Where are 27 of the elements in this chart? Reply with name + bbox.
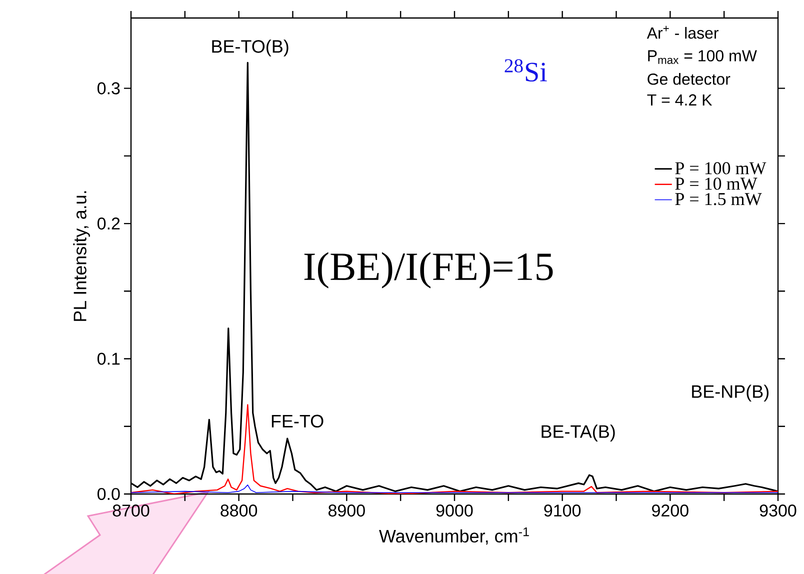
annotation: FE-TO: [272, 414, 324, 428]
annotation: Ge detector: [648, 73, 730, 85]
annotation: BE-TA(B): [542, 424, 615, 442]
x-tick-label: 9300: [760, 504, 796, 517]
y-tick-label: 0.2: [97, 218, 120, 230]
y-tick-label: 0.1: [97, 352, 120, 365]
x-tick-label: 9000: [436, 504, 473, 517]
legend-label: P = 10 mW: [675, 178, 758, 190]
y-tick-label: 0.0: [97, 488, 120, 500]
x-tick-label: 9100: [544, 504, 581, 517]
x-tick-label: 9200: [652, 504, 688, 517]
line-series: [131, 404, 778, 494]
annotation: I(BE)/I(FE)=15: [304, 252, 553, 288]
annotation: P$_{max}$ = 100 mW: [648, 50, 757, 64]
annotation: T = 4.2 K: [647, 94, 712, 106]
x-tick-label: 8700: [112, 504, 150, 517]
annotation: BE-TO(B): [212, 40, 288, 56]
annotation: Ar$^{+}$ - laser: [646, 26, 719, 39]
legend-label: P = 100 mW: [675, 162, 766, 174]
x-tick-label: 8800: [220, 504, 258, 517]
annotation: $^{28}$Si: [504, 59, 547, 82]
y-tick-label: 0.3: [97, 82, 120, 94]
x-axis-title: Wavenumber, cm$^{-1}$: [379, 527, 529, 545]
y-axis-title: PL Intensity, a.u.: [73, 191, 90, 321]
legend-label: P = 1.5 mW: [675, 193, 762, 206]
x-tick-label: 8900: [328, 504, 365, 517]
annotation: BE-NP(B): [692, 384, 768, 402]
